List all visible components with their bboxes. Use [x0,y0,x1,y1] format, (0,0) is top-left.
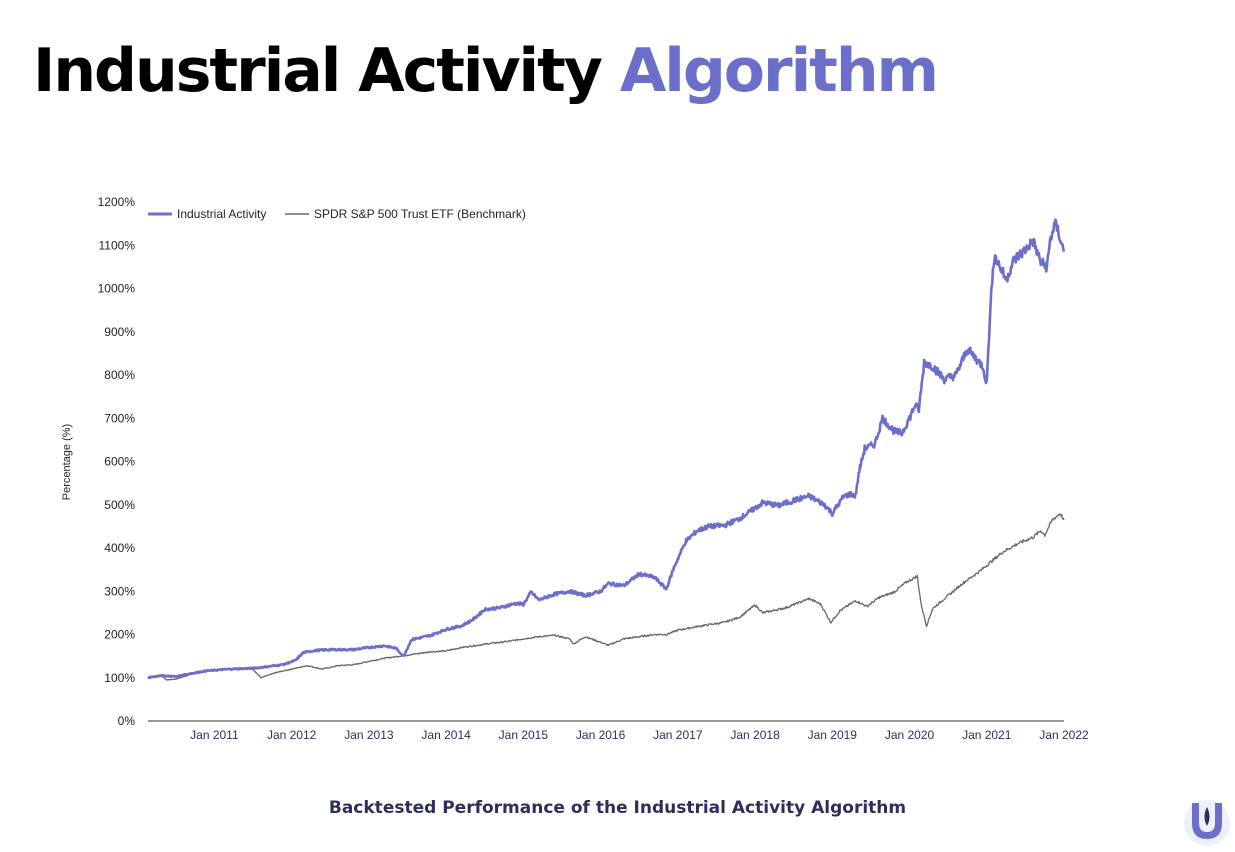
u-shield-logo-icon [1184,800,1230,846]
title-part-black: Industrial Activity [33,36,603,106]
x-tick-label: Jan 2018 [730,728,780,742]
y-tick-label: 500% [104,498,135,512]
x-tick-label: Jan 2022 [1039,728,1089,742]
y-tick-label: 400% [104,541,135,555]
y-tick-label: 600% [104,455,135,469]
y-tick-label: 900% [104,325,135,339]
y-tick-label: 1100% [99,238,136,252]
y-tick-label: 100% [104,671,135,685]
x-tick-label: Jan 2011 [190,728,239,742]
y-tick-label: 700% [104,411,135,425]
series-line-industrial-activity [147,218,1066,680]
x-tick-label: Jan 2014 [421,728,471,742]
x-tick-label: Jan 2021 [962,728,1012,742]
x-tick-label: Jan 2013 [344,728,394,742]
legend-label: SPDR S&P 500 Trust ETF (Benchmark) [314,207,526,221]
page-title: Industrial Activity Algorithm [33,30,939,112]
y-tick-label: 300% [104,584,135,598]
chart-caption: Backtested Performance of the Industrial… [328,798,907,818]
x-tick-label: Jan 2012 [267,728,317,742]
series-line-benchmark [147,513,1065,681]
legend-label: Industrial Activity [177,207,266,221]
x-tick-label: Jan 2020 [885,728,935,742]
y-tick-label: 1200% [98,195,136,209]
y-tick-label: 800% [104,368,135,382]
y-axis-label: Percentage (%) [61,424,73,500]
y-tick-label: 1000% [98,282,136,296]
x-tick-label: Jan 2015 [499,728,549,742]
x-tick-label: Jan 2019 [808,728,858,742]
x-tick-label: Jan 2017 [653,728,703,742]
y-tick-label: 200% [104,628,135,642]
y-tick-label: 0% [118,714,136,728]
title-part-accent: Algorithm [619,36,939,106]
x-tick-label: Jan 2016 [576,728,626,742]
